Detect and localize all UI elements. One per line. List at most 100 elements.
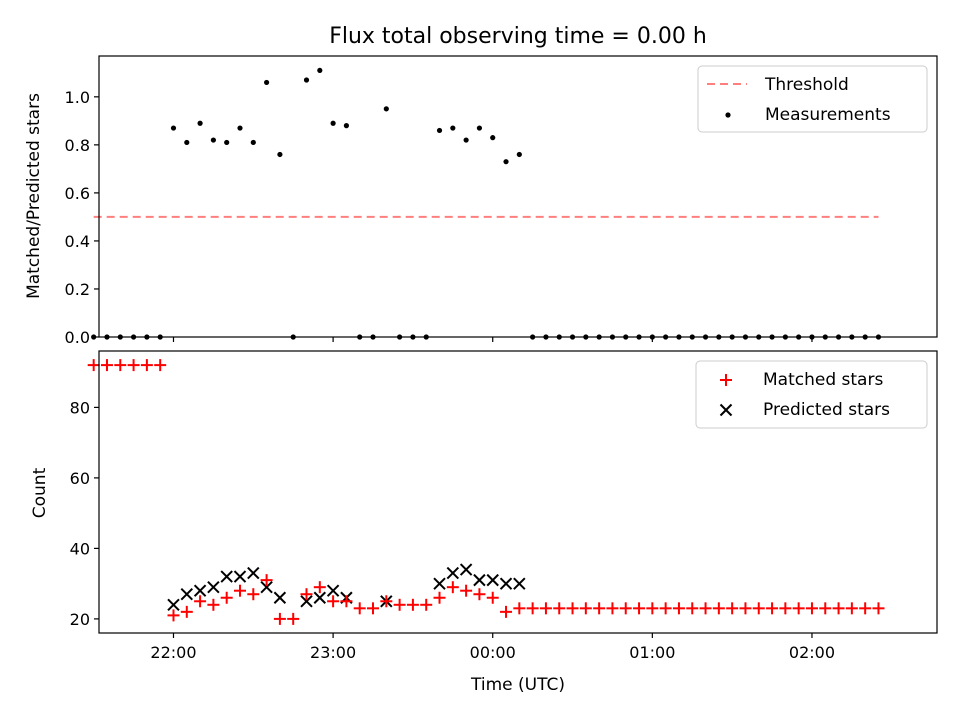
top-legend: Threshold Measurements: [697, 65, 928, 133]
matched-marker: [327, 595, 340, 608]
predicted-marker-b: [486, 573, 499, 587]
measurement-point: [237, 125, 243, 131]
matched-marker: [420, 598, 433, 611]
matched-marker: [712, 602, 725, 615]
matched-marker: [539, 602, 552, 615]
top-legend-box: [697, 65, 928, 133]
legend-matched-label: Matched stars: [763, 370, 883, 390]
legend-predicted-label: Predicted stars: [763, 400, 890, 420]
bottom-y-tick-label: 40: [70, 539, 90, 558]
matched-marker: [513, 602, 526, 615]
predicted-marker-b: [207, 580, 220, 594]
measurement-point: [516, 151, 522, 158]
legend-matched-swatch: [720, 374, 732, 386]
measurement-point: [91, 334, 97, 340]
predicted-marker-b: [220, 570, 233, 583]
predicted-marker: [180, 588, 193, 601]
matched-marker: [699, 602, 712, 615]
predicted-marker-b: [260, 580, 273, 594]
matched-marker: [686, 602, 699, 615]
top-ylabel: Matched/Predicted stars: [24, 93, 44, 299]
legend-predicted-swatch-b: [719, 403, 733, 417]
matched-marker: [726, 602, 739, 615]
bottom-x-tick-label: 23:00: [310, 643, 356, 662]
matched-marker: [207, 598, 220, 611]
matched-marker: [766, 602, 779, 615]
bottom-y-tick-label: 60: [70, 469, 90, 488]
predicted-marker: [513, 577, 526, 590]
predicted-marker-b: [273, 591, 287, 604]
matched-marker: [845, 602, 858, 615]
predicted-marker-b: [247, 566, 260, 580]
predicted-marker: [167, 598, 180, 612]
predicted-marker-b: [473, 573, 486, 587]
matched-marker: [180, 605, 193, 618]
measurement-point: [343, 123, 350, 129]
measurement-point: [277, 151, 283, 158]
predicted-marker: [273, 591, 287, 604]
matched-marker: [659, 602, 672, 615]
top-y-tick-label: 0.4: [65, 232, 90, 251]
matched-marker: [646, 602, 659, 615]
bottom-plot-frame: [98, 350, 938, 634]
predicted-marker-b: [180, 588, 193, 601]
matched-marker: [500, 605, 513, 618]
matched-marker: [287, 612, 300, 625]
matched-marker: [194, 595, 207, 608]
predicted-marker: [446, 566, 460, 580]
predicted-marker: [326, 584, 340, 597]
bottom-y-tick-label: 80: [70, 398, 90, 417]
matched-marker: [313, 581, 326, 594]
matched-marker: [273, 612, 286, 625]
predicted-marker-b: [459, 563, 473, 576]
matched-marker: [114, 359, 127, 372]
predicted-marker-b: [313, 591, 327, 604]
matched-marker: [460, 584, 473, 597]
predicted-marker: [233, 570, 247, 583]
matched-marker: [593, 602, 606, 615]
matched-marker: [819, 602, 832, 615]
matched-marker: [220, 591, 233, 604]
matched-marker: [739, 602, 752, 615]
predicted-marker-b: [300, 595, 313, 608]
matched-marker: [872, 602, 885, 615]
measurement-point: [436, 127, 443, 134]
measurement-point: [450, 125, 456, 131]
legend-measurements-swatch: [725, 112, 731, 118]
top-y-tick-label: 0.0: [65, 328, 90, 347]
measurement-point: [490, 135, 496, 141]
matched-marker: [260, 574, 273, 587]
matched-marker: [300, 588, 313, 601]
legend-measurements-label: Measurements: [765, 105, 891, 125]
matched-marker: [486, 591, 499, 604]
matched-marker: [167, 609, 180, 622]
measurement-point: [303, 77, 310, 83]
matched-marker: [233, 584, 246, 597]
matched-marker: [433, 591, 446, 604]
predicted-marker-b: [193, 584, 207, 597]
measurement-point: [184, 139, 190, 146]
matched-marker: [672, 602, 685, 615]
matched-marker: [633, 602, 646, 615]
matched-marker: [100, 359, 113, 372]
bottom-legend: Matched stars Predicted stars: [695, 360, 928, 429]
measurement-point: [170, 125, 177, 131]
top-y-tick-label: 0.2: [65, 280, 90, 299]
bottom-x-tick-label: 01:00: [629, 643, 675, 662]
measurement-point: [317, 67, 323, 74]
legend-threshold-label: Threshold: [764, 75, 849, 95]
matched-marker: [473, 588, 486, 601]
matched-marker: [367, 602, 380, 615]
matched-marker: [247, 588, 260, 601]
matched-marker: [393, 598, 406, 611]
bottom-legend-box: [695, 360, 928, 429]
top-plot-frame: [98, 55, 938, 338]
measurement-point: [383, 106, 389, 112]
predicted-marker-b: [446, 566, 460, 580]
predicted-marker-b: [433, 577, 446, 590]
measurement-point: [210, 137, 216, 143]
predicted-marker: [193, 584, 207, 597]
predicted-marker: [300, 595, 313, 608]
matched-marker: [859, 602, 872, 615]
